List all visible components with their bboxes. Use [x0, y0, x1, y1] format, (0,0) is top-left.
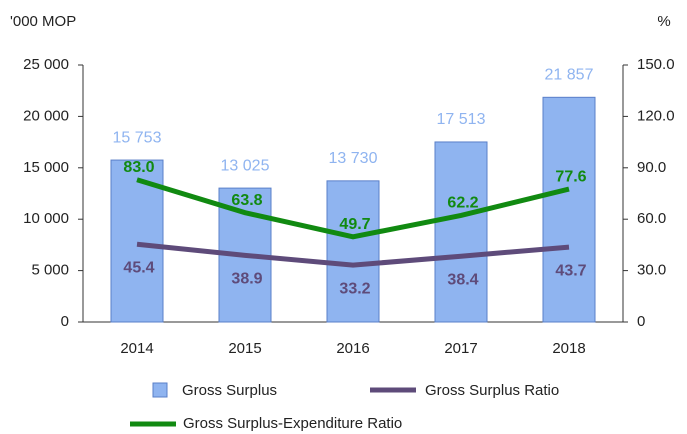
y-axis-title: '000 MOP [10, 13, 76, 30]
y2-tick-label: 120.0 [637, 107, 675, 124]
x-tick-label: 2015 [228, 340, 261, 357]
line [136, 241, 570, 268]
line-value-label: 62.2 [447, 195, 478, 212]
bar [326, 180, 380, 323]
bar-value-label: 21 857 [545, 67, 594, 84]
line-value-label: 33.2 [339, 280, 370, 297]
legend-swatch [152, 382, 168, 398]
x-tick-label: 2018 [552, 340, 585, 357]
y-tick-label: 0 [61, 313, 69, 330]
line-value-label: 45.4 [123, 259, 154, 276]
bar [542, 96, 596, 323]
legend-label: Gross Surplus [182, 382, 277, 399]
bar-value-label: 17 513 [437, 111, 486, 128]
y2-tick-label: 0 [637, 313, 645, 330]
y-tick-label: 20 000 [23, 107, 69, 124]
x-tick-label: 2014 [120, 340, 153, 357]
line-value-label: 38.4 [447, 271, 478, 288]
bar [434, 141, 488, 323]
line [136, 177, 570, 240]
bar-value-label: 13 025 [221, 157, 270, 174]
bar-value-label: 13 730 [329, 150, 378, 167]
y-tick-label: 15 000 [23, 159, 69, 176]
line-value-label: 83.0 [123, 159, 154, 176]
legend-label: Gross Surplus Ratio [425, 382, 559, 399]
line-value-label: 43.7 [555, 262, 586, 279]
y-tick-label: 10 000 [23, 210, 69, 227]
line-value-label: 49.7 [339, 216, 370, 233]
legend-label: Gross Surplus-Expenditure Ratio [183, 415, 402, 432]
line-value-label: 77.6 [555, 168, 586, 185]
line-value-label: 38.9 [231, 271, 262, 288]
y2-tick-label: 90.0 [637, 159, 666, 176]
bar [110, 159, 164, 323]
y2-tick-label: 30.0 [637, 262, 666, 279]
y-tick-label: 25 000 [23, 56, 69, 73]
y2-axis-title: % [657, 13, 670, 30]
x-tick-label: 2017 [444, 340, 477, 357]
y2-tick-label: 150.0 [637, 56, 675, 73]
x-tick-label: 2016 [336, 340, 369, 357]
y2-tick-label: 60.0 [637, 210, 666, 227]
bar-value-label: 15 753 [113, 129, 162, 146]
line-value-label: 63.8 [231, 192, 262, 209]
y-tick-label: 5 000 [31, 262, 69, 279]
